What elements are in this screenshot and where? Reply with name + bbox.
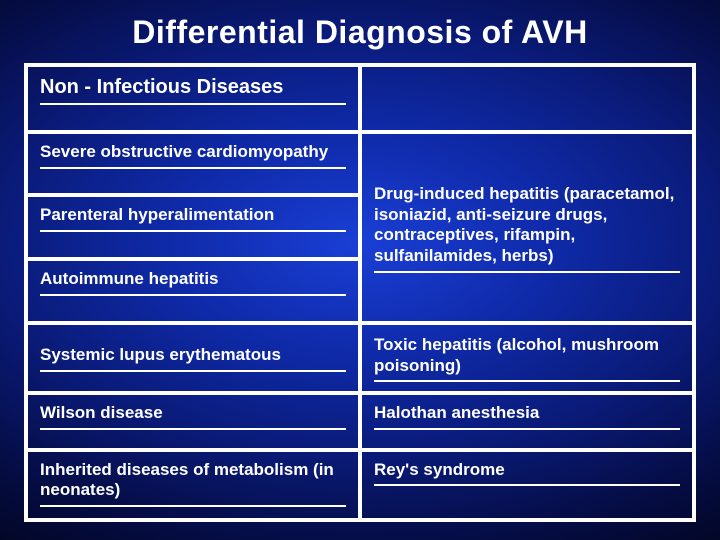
underline [374, 380, 680, 382]
cell-header-right-blank [360, 65, 694, 132]
underline [40, 428, 346, 430]
underline [374, 484, 680, 486]
cell-text: Drug-induced hepatitis (paracetamol, iso… [374, 184, 680, 267]
cell-text: Severe obstructive cardiomyopathy [40, 142, 346, 163]
table-grid: Non - Infectious Diseases Severe obstruc… [24, 63, 696, 522]
cell-text: Rey's syndrome [374, 460, 680, 481]
underline [374, 428, 680, 430]
cell-text: Halothan anesthesia [374, 403, 680, 424]
cell-header-left: Non - Infectious Diseases [26, 65, 360, 132]
underline [40, 167, 346, 169]
slide: Differential Diagnosis of AVH Non - Infe… [0, 0, 720, 540]
cell-r5c1: Halothan anesthesia [360, 393, 694, 450]
underline [40, 370, 346, 372]
underline [40, 230, 346, 232]
cell-text: Parenteral hyperalimentation [40, 205, 346, 226]
underline [40, 294, 346, 296]
cell-r1-3c1-merged: Drug-induced hepatitis (paracetamol, iso… [360, 132, 694, 323]
cell-text: Wilson disease [40, 403, 346, 424]
cell-r4c0: Systemic lupus erythematous [26, 323, 360, 393]
cell-r3c0: Autoimmune hepatitis [26, 259, 360, 323]
cell-r6c0: Inherited diseases of metabolism (in neo… [26, 450, 360, 520]
underline [374, 271, 680, 273]
cell-text: Systemic lupus erythematous [40, 345, 346, 366]
cell-r6c1: Rey's syndrome [360, 450, 694, 520]
cell-text: Toxic hepatitis (alcohol, mushroom poiso… [374, 335, 680, 376]
cell-text: Autoimmune hepatitis [40, 269, 346, 290]
slide-title: Differential Diagnosis of AVH [24, 14, 696, 51]
cell-text: Inherited diseases of metabolism (in neo… [40, 460, 346, 501]
cell-r1c0: Severe obstructive cardiomyopathy [26, 132, 360, 196]
underline [40, 103, 346, 105]
underline [40, 505, 346, 507]
cell-r2c0: Parenteral hyperalimentation [26, 195, 360, 259]
cell-r5c0: Wilson disease [26, 393, 360, 450]
cell-text: Non - Infectious Diseases [40, 75, 346, 99]
cell-r4c1: Toxic hepatitis (alcohol, mushroom poiso… [360, 323, 694, 393]
